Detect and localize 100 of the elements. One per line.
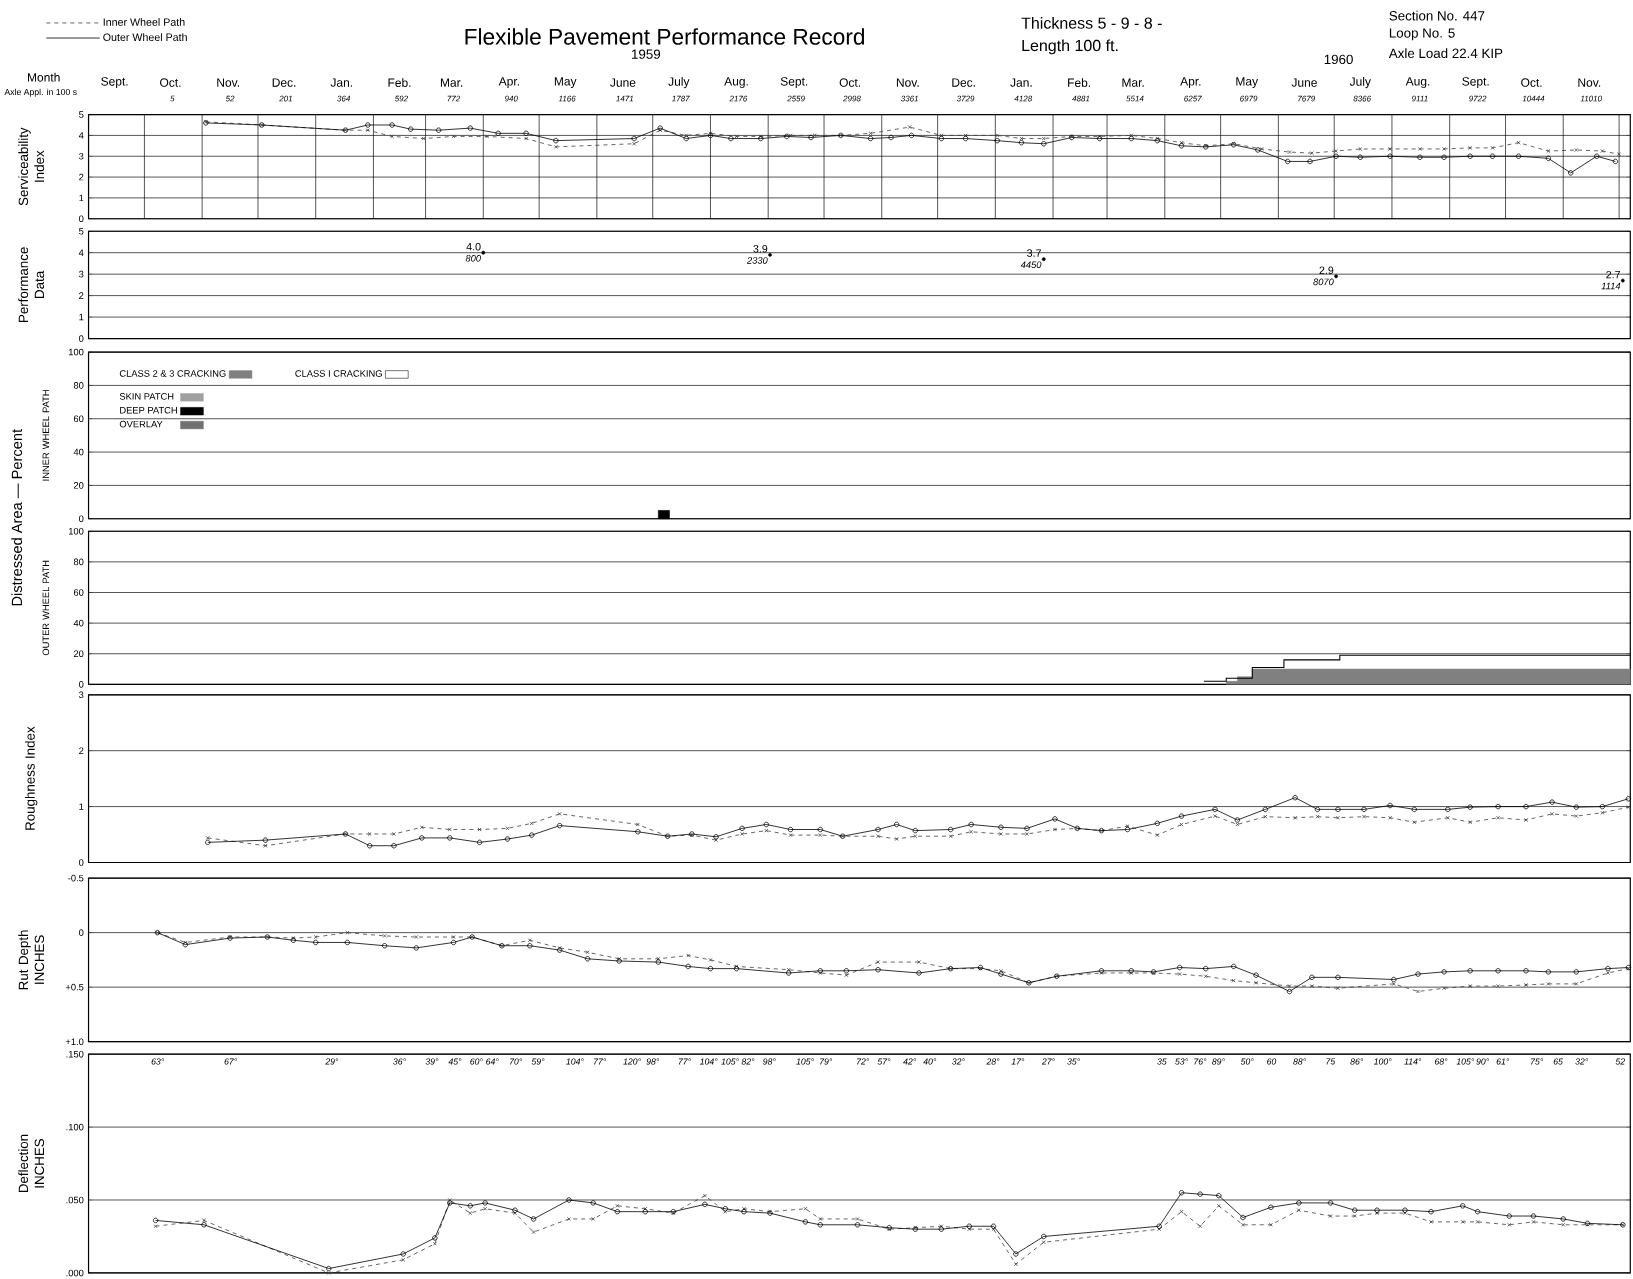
point	[1523, 968, 1529, 974]
text: Axle Appl. in 100 s	[4, 88, 77, 97]
text: Section No. 447	[1389, 10, 1485, 21]
point	[818, 1216, 823, 1221]
annotation: 2330	[746, 257, 768, 264]
point	[414, 935, 419, 939]
point	[1468, 820, 1473, 825]
annotation: 98°	[646, 1058, 660, 1065]
annotation: 28°	[986, 1058, 1000, 1065]
point	[1515, 153, 1522, 159]
x-tick-label: Oct.	[1521, 78, 1542, 87]
point	[686, 953, 691, 958]
point	[1475, 1219, 1480, 1224]
point	[803, 1206, 808, 1211]
point	[391, 843, 397, 849]
point	[990, 1223, 997, 1229]
point	[1287, 984, 1292, 989]
point	[1441, 154, 1447, 160]
x-tick-label: Jan.	[1010, 78, 1032, 87]
point	[1617, 152, 1622, 157]
text: 10444	[1522, 95, 1545, 102]
point	[1013, 1251, 1019, 1257]
point	[205, 835, 210, 840]
point	[1531, 1219, 1536, 1224]
point	[868, 131, 873, 136]
annotation: 60	[1267, 1058, 1277, 1065]
legend-label: CLASS 2 & 3 CRACKING	[119, 370, 226, 377]
point	[482, 1200, 488, 1206]
x-tick-label: Feb.	[388, 78, 411, 87]
point	[713, 834, 719, 840]
x-tick-label: Jan.	[330, 78, 353, 87]
data-label: 3.9	[753, 245, 768, 253]
point	[413, 945, 419, 951]
point	[615, 1203, 620, 1208]
text: 364	[337, 95, 351, 102]
point	[1309, 151, 1314, 156]
point	[553, 144, 558, 149]
point	[741, 1209, 747, 1215]
point	[1231, 963, 1237, 970]
legend-label: Inner Wheel Path	[103, 18, 185, 26]
point	[854, 1222, 861, 1228]
x-tick-label: May	[554, 77, 577, 88]
annotation: 120°	[623, 1058, 641, 1065]
point	[1327, 1200, 1334, 1206]
point	[313, 939, 319, 946]
point	[1328, 1214, 1333, 1219]
point	[476, 839, 483, 846]
point	[201, 1218, 206, 1223]
annotation: 67°	[224, 1058, 237, 1065]
annotation: 82°	[741, 1058, 755, 1065]
point	[1391, 981, 1396, 986]
point	[1546, 149, 1551, 154]
point	[1296, 1208, 1301, 1213]
point	[1429, 1219, 1434, 1224]
point	[632, 141, 637, 146]
point	[916, 960, 921, 965]
point	[1307, 158, 1313, 165]
point	[1550, 811, 1555, 816]
point	[1417, 146, 1422, 151]
data-label: 3.7	[1027, 249, 1041, 257]
point	[1605, 965, 1611, 972]
point	[855, 1216, 860, 1221]
x-tick-label: July	[668, 76, 690, 89]
point	[635, 822, 640, 827]
point	[1507, 1222, 1512, 1227]
annotation: 75°	[1531, 1058, 1544, 1065]
point	[530, 1216, 537, 1222]
point	[485, 134, 490, 139]
y-tick-label: 5	[79, 227, 84, 235]
point	[1467, 804, 1473, 810]
point	[435, 127, 442, 133]
point	[1041, 136, 1046, 141]
point	[1374, 1207, 1380, 1213]
point	[1240, 1222, 1245, 1227]
legend-label: Outer Wheel Path	[103, 33, 187, 41]
point	[1600, 810, 1605, 815]
x-tick-label: Nov.	[896, 78, 919, 87]
point	[1335, 974, 1341, 981]
point	[962, 135, 969, 142]
point	[1574, 147, 1579, 152]
point	[998, 968, 1003, 973]
annotation: 27°	[1041, 1058, 1055, 1065]
x-tick-label: July	[1349, 76, 1371, 89]
data-label: 2.7	[1606, 270, 1621, 279]
point	[1388, 815, 1393, 820]
y-tick-label: 5	[79, 111, 84, 118]
text: 52	[225, 95, 235, 102]
point	[527, 938, 532, 943]
point	[995, 133, 1000, 138]
point	[876, 834, 881, 839]
text: 3729	[956, 95, 975, 102]
point	[381, 943, 388, 949]
text: 9722	[1468, 95, 1487, 102]
point	[784, 133, 790, 140]
point	[1441, 969, 1447, 975]
annotation: 105°	[796, 1058, 814, 1065]
annotation: 60°	[470, 1058, 483, 1065]
point	[812, 133, 817, 138]
text: 5514	[1126, 95, 1144, 102]
point	[1334, 149, 1339, 154]
